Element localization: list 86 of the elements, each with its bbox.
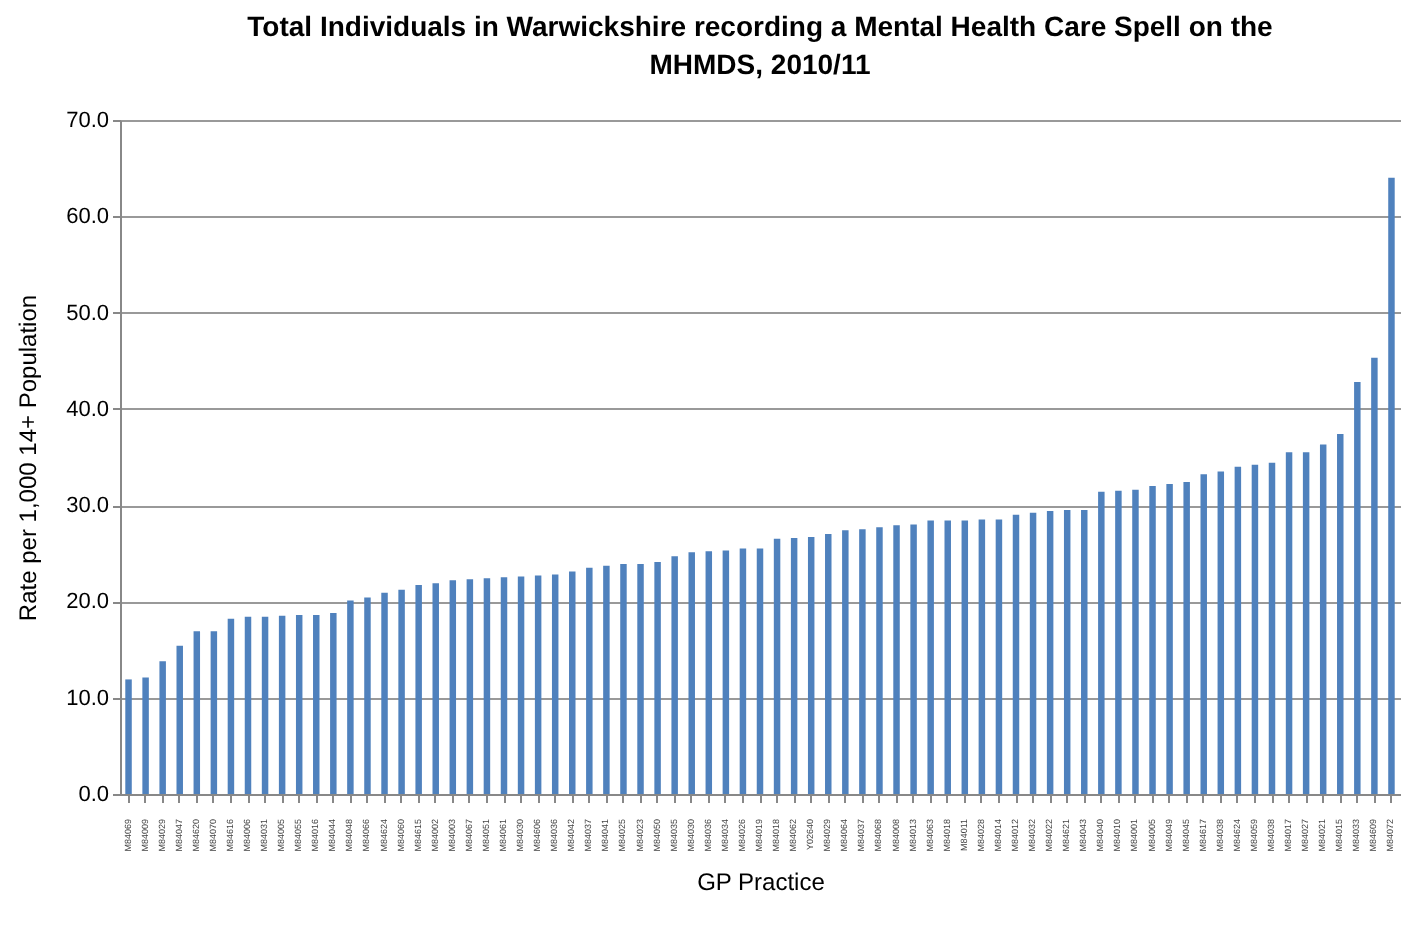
bar (722, 550, 730, 794)
bar (227, 618, 235, 794)
bar (483, 578, 491, 794)
bar (313, 614, 320, 794)
bar (1029, 512, 1037, 794)
y-tick-label: 10.0 (66, 686, 109, 711)
bar (1183, 482, 1190, 794)
bar (517, 576, 525, 794)
bar (1012, 514, 1020, 794)
bar (756, 548, 764, 794)
bar (415, 585, 422, 794)
bar (910, 524, 917, 794)
bar (1149, 485, 1156, 794)
y-tick-label: 40.0 (66, 397, 109, 422)
y-tick-label: 20.0 (66, 590, 109, 615)
bar (688, 552, 695, 794)
bar (1234, 466, 1242, 794)
bar (364, 597, 371, 794)
y-tick-label: 0.0 (78, 783, 109, 807)
bar (671, 556, 678, 794)
bar (500, 577, 508, 794)
bar (1132, 489, 1139, 794)
bar (1063, 509, 1071, 794)
bar (398, 589, 405, 794)
bar (244, 616, 252, 794)
bar (1354, 381, 1361, 794)
bar (995, 519, 1003, 794)
y-tick-label: 70.0 (66, 109, 109, 133)
bar (193, 631, 201, 794)
bar (551, 574, 559, 794)
bar (1285, 452, 1293, 794)
y-axis-title: Rate per 1,000 14+ Population (14, 294, 43, 622)
bar (1302, 452, 1310, 794)
bar (569, 571, 576, 794)
bar (1098, 491, 1105, 794)
bar (1388, 177, 1395, 794)
bar (978, 519, 986, 794)
bar (432, 583, 439, 794)
bar (876, 527, 883, 794)
bar (347, 600, 354, 794)
bar (1371, 357, 1378, 794)
y-tick-label: 30.0 (66, 494, 109, 519)
bar (330, 612, 337, 794)
bar (466, 579, 474, 794)
bar (381, 592, 388, 794)
bar (1251, 464, 1259, 794)
bar (603, 565, 610, 794)
bar (176, 645, 183, 794)
bar (1319, 444, 1327, 794)
bar (210, 631, 218, 794)
bar (159, 661, 166, 794)
bar (261, 616, 269, 794)
bar (278, 615, 286, 794)
bar (637, 563, 644, 794)
bar (586, 567, 593, 794)
bar (944, 520, 951, 794)
bar (125, 679, 132, 794)
bar (859, 529, 866, 794)
bar (1268, 462, 1276, 794)
bar (927, 520, 934, 794)
bar (842, 530, 849, 794)
x-axis-title: GP Practice (697, 867, 826, 896)
bar (142, 677, 149, 794)
bar (739, 548, 747, 794)
bar (1115, 490, 1122, 794)
bar (295, 614, 303, 794)
bar (705, 551, 713, 794)
bar (1166, 483, 1173, 794)
bar (893, 525, 900, 794)
bar (790, 537, 798, 794)
bar (825, 534, 832, 794)
bar (1200, 474, 1207, 794)
bar (534, 575, 542, 794)
bar (449, 580, 457, 794)
bar (654, 561, 661, 794)
bar (620, 563, 627, 794)
bar (807, 536, 815, 794)
bar (1046, 510, 1054, 794)
bar (1217, 471, 1225, 794)
y-tick-label: 60.0 (66, 205, 109, 230)
bar (1081, 509, 1088, 794)
bar (1337, 433, 1344, 794)
y-tick-label: 50.0 (66, 301, 109, 326)
bar (961, 520, 969, 794)
chart-title: Total Individuals in Warwickshire recording a Mental Health Care Spell on the MHMDS, 2010/11 (247, 10, 1274, 80)
bar (773, 538, 781, 794)
